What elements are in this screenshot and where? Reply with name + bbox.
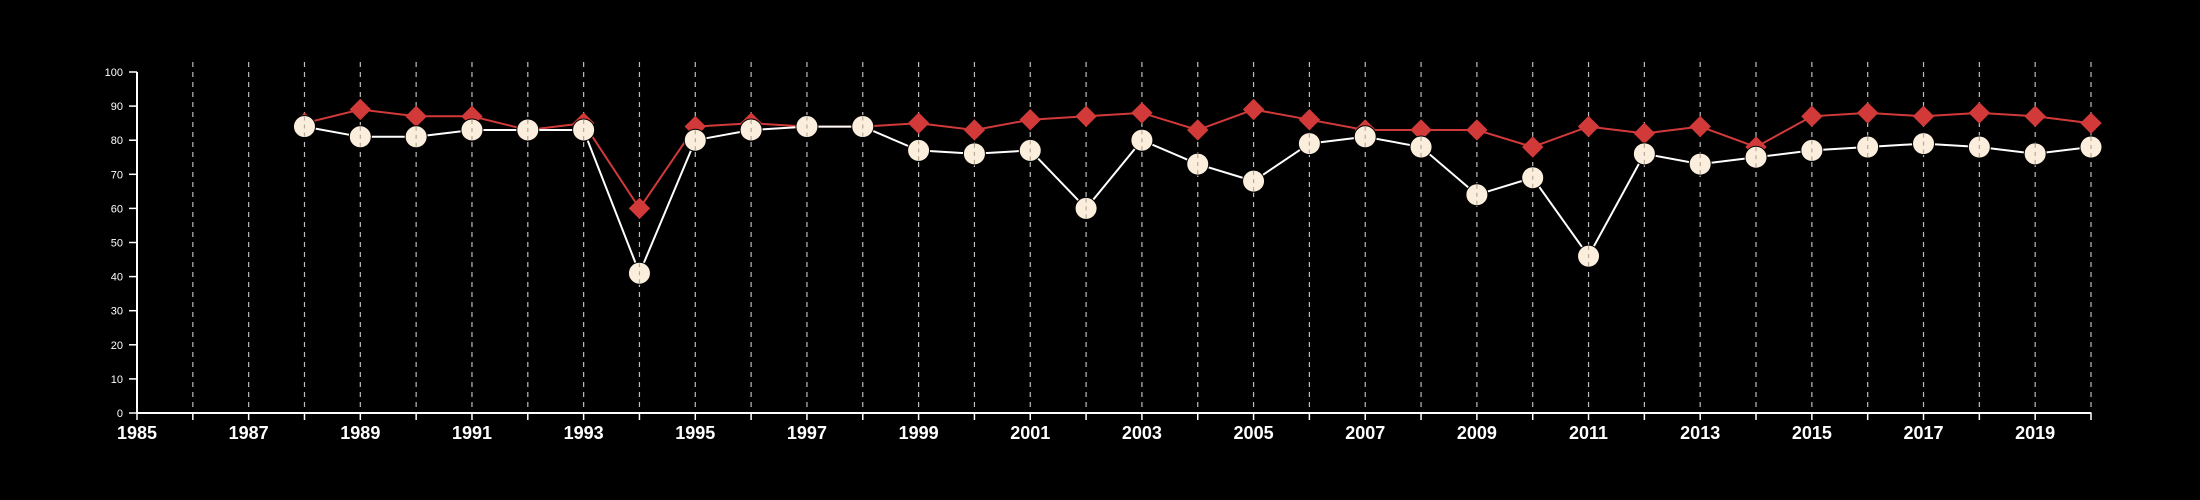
y-tick-label: 80 — [111, 135, 123, 147]
series-1-point — [1522, 136, 1544, 158]
x-tick-label: 1991 — [452, 423, 492, 443]
y-tick-label: 50 — [111, 238, 123, 250]
x-tick-label: 1997 — [787, 423, 827, 443]
series-1-point — [1856, 102, 1879, 124]
x-tick-label: 2013 — [1680, 423, 1720, 443]
series-1-point — [2080, 112, 2102, 134]
series-1-point — [1689, 115, 1711, 138]
y-tick-label: 60 — [111, 203, 123, 215]
x-tick-label: 2015 — [1792, 423, 1832, 443]
x-tick-label: 1993 — [564, 423, 604, 443]
series-group — [292, 98, 2103, 285]
x-gridlines — [192, 62, 2092, 413]
x-tick-label: 2007 — [1345, 423, 1385, 443]
series-1-point — [1298, 109, 1321, 131]
x-tick-label: 2003 — [1122, 423, 1162, 443]
series-1-point — [907, 112, 930, 134]
y-tick-label: 70 — [111, 169, 123, 181]
x-tick-label: 2009 — [1457, 423, 1497, 443]
series-1-point — [1466, 119, 1488, 141]
y-axis-ticks: 0 10 20 30 40 50 60 70 80 90 100 — [105, 67, 137, 420]
x-tick-label: 2005 — [1234, 423, 1274, 443]
x-axis-ticks: 1985 1987 1989 1991 1993 1995 1997 1999 2001 2003… — [117, 413, 2092, 443]
series-1-point — [1242, 98, 1265, 121]
y-tick-label: 20 — [111, 340, 123, 352]
series-1-point — [1912, 105, 1935, 128]
y-tick-label: 30 — [111, 306, 123, 318]
series-1-point — [963, 119, 986, 141]
series-1-point — [1577, 115, 1600, 138]
series-1-point — [1968, 102, 1991, 124]
x-tick-label: 2001 — [1010, 423, 1050, 443]
series-1-point — [349, 98, 372, 121]
x-tick-label: 1999 — [899, 423, 939, 443]
series-1-point — [1801, 105, 1823, 128]
series-1-point — [1075, 105, 1097, 128]
y-tick-label: 90 — [111, 101, 123, 113]
series-1-point — [405, 105, 427, 128]
x-tick-label: 1989 — [340, 423, 380, 443]
series-1-point — [628, 197, 651, 220]
x-tick-label: 1987 — [229, 423, 269, 443]
series-1-point — [2024, 105, 2046, 128]
series-1-point — [1131, 102, 1153, 124]
x-tick-label: 1995 — [675, 423, 715, 443]
series-1-point — [1187, 119, 1209, 141]
x-tick-label: 2017 — [1903, 423, 1943, 443]
y-tick-label: 10 — [111, 374, 123, 386]
x-tick-label: 2011 — [1569, 423, 1608, 443]
y-tick-label: 100 — [105, 67, 123, 79]
x-tick-label: 1985 — [117, 423, 157, 443]
series-1-point — [1633, 122, 1656, 145]
y-tick-label: 0 — [117, 408, 123, 420]
series-1-point — [1019, 109, 1041, 131]
y-tick-label: 40 — [111, 272, 123, 284]
x-tick-label: 2019 — [2015, 423, 2055, 443]
